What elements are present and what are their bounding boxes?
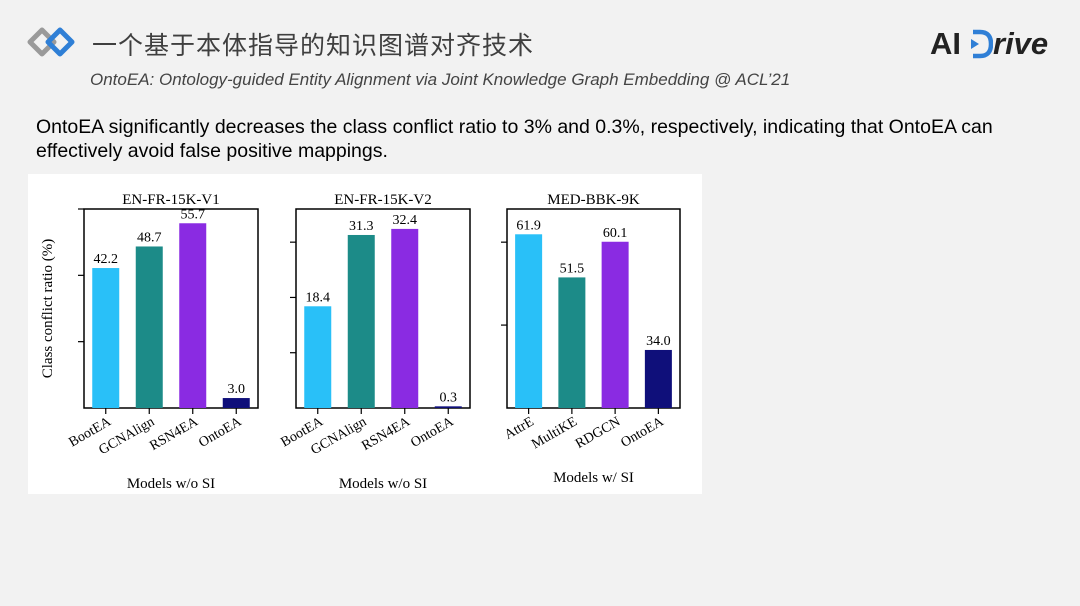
chart-3-category-label: OntoEA	[618, 414, 667, 451]
chart-3-value-label: 34.0	[646, 334, 671, 349]
chart-2-title: EN-FR-15K-V2	[334, 192, 432, 208]
chart-1-category-label: OntoEA	[196, 414, 245, 451]
ai-drive-brand: AI rive	[930, 22, 1048, 66]
chart-2-bar-rsn4ea	[391, 228, 419, 408]
chart-3-frame	[506, 208, 681, 409]
chart-figure: EN-FR-15K-V1 42.2 BootEA 48.7 GCNAlign 55.7 RS…	[28, 174, 702, 494]
chart-3-xlabel: Models w/ SI	[553, 470, 634, 486]
chart-2-value-label: 31.3	[349, 219, 374, 234]
chart-3-title: MED-BBK-9K	[547, 192, 640, 208]
chart-1-bar-gcnalign	[135, 246, 163, 408]
chart-1-bar-rsn4ea	[179, 223, 207, 408]
chart-3-category-label: RDGCN	[573, 414, 623, 451]
chart-2-xlabel: Models w/o SI	[339, 476, 427, 492]
chart-3-category-label: MultiKE	[529, 414, 580, 452]
chart-1-value-label: 42.2	[94, 252, 119, 267]
chart-1-category-label: RSN4EA	[147, 414, 201, 454]
chart-1-ylabel: Class conflict ratio (%)	[40, 239, 56, 379]
chart-2-bar-bootea	[304, 306, 332, 408]
chart-3-value-label: 60.1	[603, 226, 628, 241]
chart-3-bar-attre	[515, 234, 543, 408]
brand-ai-text: AI	[930, 26, 961, 61]
chart-2-value-label: 18.4	[306, 290, 331, 305]
bar-charts: EN-FR-15K-V142.2BootEA48.7GCNAlign55.7RS…	[40, 192, 681, 492]
brand-rive-text: rive	[993, 26, 1049, 61]
brand-d-icon	[971, 29, 993, 59]
chart-3-bar-multike	[558, 277, 586, 408]
chart-2-category-label: RSN4EA	[359, 414, 413, 454]
chart-2-category-label: OntoEA	[408, 414, 457, 451]
paper-subtitle: OntoEA: Ontology-guided Entity Alignment…	[90, 70, 791, 89]
chart-3-value-label: 51.5	[560, 261, 585, 276]
chart-2-bar-gcnalign	[347, 234, 375, 408]
chart-3-bar-rdgcn	[601, 241, 629, 408]
chart-2-value-label: 32.4	[393, 213, 418, 228]
chart-1-value-label: 55.7	[181, 207, 206, 222]
chart-1-frame	[83, 208, 259, 409]
chart-1-bar-bootea	[92, 268, 120, 408]
chart-1-bar-ontoea	[222, 398, 250, 408]
description-text: OntoEA significantly decreases the class…	[36, 116, 993, 162]
chart-2-frame	[295, 208, 471, 409]
chart-1-value-label: 3.0	[228, 382, 246, 397]
chart-3-bar-ontoea	[644, 349, 672, 408]
page-title: 一个基于本体指导的知识图谱对齐技术	[92, 31, 535, 60]
chart-2-value-label: 0.3	[440, 390, 458, 405]
chart-2-bar-ontoea	[434, 406, 462, 408]
chart-1-title: EN-FR-15K-V1	[122, 192, 220, 208]
chart-3-value-label: 61.9	[516, 218, 541, 233]
chart-1-xlabel: Models w/o SI	[127, 476, 215, 492]
chart-1-value-label: 48.7	[137, 230, 162, 245]
diamond-logo-icon	[27, 27, 75, 57]
